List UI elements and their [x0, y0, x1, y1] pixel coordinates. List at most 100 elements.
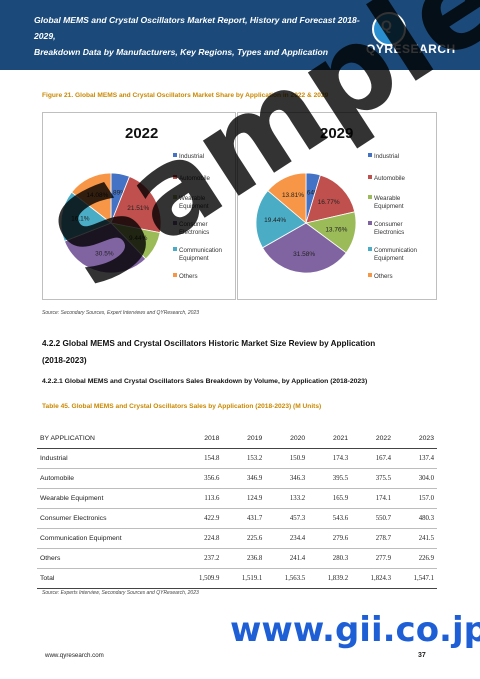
table-cell: 165.9: [308, 488, 352, 509]
section-heading-line1: 4.2.2 Global MEMS and Crystal Oscillator…: [42, 339, 376, 348]
legend-swatch-icon: [173, 175, 177, 179]
pie-data-label: 13.81%: [282, 192, 304, 199]
row-label: Communication Equipment: [37, 528, 180, 549]
legend-swatch-icon: [173, 153, 177, 157]
table-cell: 304.0: [394, 468, 437, 489]
watermark-url: www.gii.co.jp: [230, 610, 480, 650]
pie-data-label: 4.64%: [301, 189, 320, 196]
pie-slice: [60, 191, 112, 242]
legend-swatch-icon: [368, 221, 372, 225]
table-cell: 457.3: [265, 508, 309, 529]
page-number: 37: [418, 652, 426, 659]
legend-label: Industrial: [374, 153, 400, 160]
legend-item: Others: [368, 273, 426, 281]
section-heading: 4.2.2 Global MEMS and Crystal Oscillator…: [42, 335, 422, 369]
table-cell: 395.5: [308, 468, 352, 489]
figure-caption: Figure 21. Global MEMS and Crystal Oscil…: [42, 92, 329, 99]
legend-swatch-icon: [368, 195, 372, 199]
table-row: Wearable Equipment 113.6 124.9 133.2 165.9 17…: [37, 488, 437, 509]
table-cell: 346.3: [265, 468, 309, 489]
table-cell: 157.0: [394, 488, 437, 509]
legend-item: Industrial: [368, 153, 426, 161]
table-source: Source: Experts Interview, Secondary Sou…: [42, 590, 199, 596]
row-label: Total: [37, 568, 180, 589]
row-label: Industrial: [37, 448, 180, 469]
table-caption: Table 45. Global MEMS and Crystal Oscill…: [42, 403, 322, 410]
logo-text: QYRESEARCH: [366, 42, 456, 56]
table-cell: 1,563.5: [265, 568, 309, 589]
table-cell: 241.5: [394, 528, 437, 549]
table-row: Communication Equipment 224.8 225.6 234.4 27…: [37, 528, 437, 549]
table-cell: 124.9: [222, 488, 266, 509]
legend-label: Others: [179, 273, 198, 280]
pie-data-label: 13.76%: [325, 226, 347, 233]
legend-label: Industrial: [179, 153, 205, 160]
pie-slice: [71, 172, 112, 224]
subsection-heading: 4.2.2.1 Global MEMS and Crystal Oscillat…: [42, 378, 368, 385]
table-cell: 422.9: [179, 508, 223, 529]
legend-swatch-icon: [368, 247, 372, 251]
pie-data-label: 14.08%: [86, 192, 108, 199]
table-cell: 153.2: [222, 448, 266, 469]
table-row: Total 1,509.9 1,519.1 1,563.5 1,839.2 1,824.3…: [37, 568, 437, 589]
table-header-row: BY APPLICATION 2018 2019 2020 2021 2022 …: [37, 428, 437, 449]
table-row: Consumer Electronics 422.9 431.7 457.3 543.6…: [37, 508, 437, 529]
legend-label: Wearable Equipment: [374, 195, 404, 210]
pie-slice: [63, 222, 147, 274]
table-row: Automobile 356.6 346.9 346.3 395.5 375.5 304.0: [37, 468, 437, 489]
pie-slice: [110, 176, 162, 234]
legend-label: Automobile: [179, 175, 210, 182]
table-cell: 154.8: [179, 448, 223, 469]
legend-item: Others: [173, 273, 231, 281]
table-cell: 279.6: [308, 528, 352, 549]
chart-title-2029: 2029: [320, 125, 354, 142]
report-title-line1: Global MEMS and Crystal Oscillators Mark…: [34, 15, 360, 41]
legend-item: Wearable Equipment: [173, 195, 231, 211]
table-cell: 280.3: [308, 548, 352, 569]
row-label: Automobile: [37, 468, 180, 489]
table-row: Industrial 154.8 153.2 150.9 174.3 167.4 137.4: [37, 448, 437, 469]
table-cell: 234.4: [265, 528, 309, 549]
table-cell: 1,547.1: [394, 568, 437, 589]
pie-data-label: 31.58%: [293, 251, 315, 258]
legend-item: Wearable Equipment: [368, 195, 426, 211]
pie-data-label: 16.1%: [71, 216, 90, 223]
report-title-line2: Breakdown Data by Manufacturers, Key Reg…: [34, 47, 328, 57]
report-title: Global MEMS and Crystal Oscillators Mark…: [34, 12, 364, 60]
pie-data-label: 9.44%: [129, 235, 148, 242]
chart-title-2022: 2022: [125, 125, 159, 142]
table-cell: 150.9: [265, 448, 309, 469]
sales-table: BY APPLICATION 2018 2019 2020 2021 2022 …: [37, 428, 437, 589]
pie-slice: [305, 174, 356, 224]
pie-svg-2022: 5.89% 21.51% 9.44% 30.5% 16.1% 14.08%: [60, 172, 162, 274]
legend-label: Communication Equipment: [374, 247, 417, 262]
legend-item: Industrial: [173, 153, 231, 161]
legend-label: Wearable Equipment: [179, 195, 209, 210]
pie-chart-2029: 2029 4.64% 16.77% 13.76% 31.58% 19.44% 13.81%…: [237, 112, 437, 300]
table-cell: 241.4: [265, 548, 309, 569]
legend-label: Automobile: [374, 175, 405, 182]
pie-slice: [267, 172, 307, 224]
qyresearch-logo: Q QYRESEARCH: [364, 12, 464, 64]
footer-url: www.qyresearch.com: [45, 652, 104, 659]
legend-label: Others: [374, 273, 393, 280]
row-label: Wearable Equipment: [37, 488, 180, 509]
table-cell: 277.9: [351, 548, 394, 569]
section-heading-line2: (2018-2023): [42, 356, 87, 365]
legend-swatch-icon: [368, 175, 372, 179]
table-row: Others 237.2 236.8 241.4 280.3 277.9 226.9: [37, 548, 437, 569]
table-cell: 174.1: [351, 488, 394, 509]
legend-item: Automobile: [173, 175, 231, 183]
legend-label: Communication Equipment: [179, 247, 222, 262]
table-cell: 237.2: [179, 548, 223, 569]
legend-item: Communication Equipment: [173, 247, 231, 263]
table-cell: 224.8: [179, 528, 223, 549]
table-cell: 236.8: [222, 548, 266, 569]
table-header-cell: BY APPLICATION: [37, 428, 180, 449]
table-cell: 480.3: [394, 508, 437, 529]
table-cell: 346.9: [222, 468, 266, 489]
legend-label: Consumer Electronics: [374, 221, 405, 236]
table-cell: 550.7: [351, 508, 394, 529]
table-cell: 137.4: [394, 448, 437, 469]
legend-swatch-icon: [368, 273, 372, 277]
